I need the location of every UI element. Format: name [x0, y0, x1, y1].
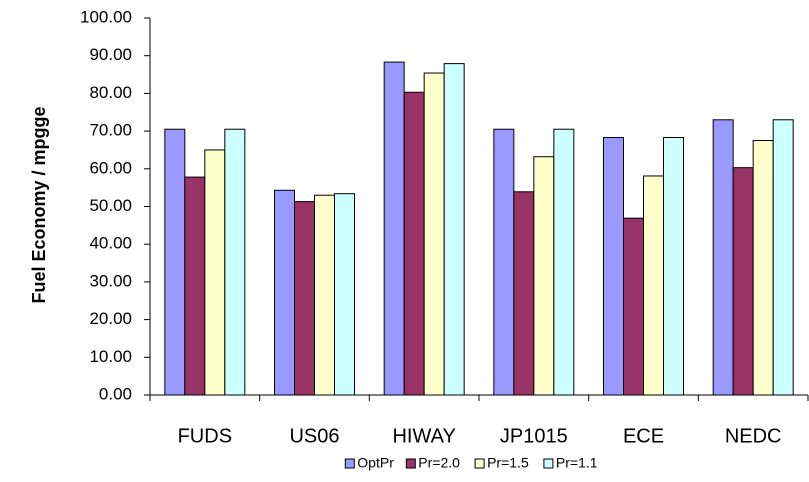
bar [712, 119, 734, 396]
bar [623, 217, 644, 396]
bar [603, 137, 624, 396]
x-tick-label: NEDC [725, 425, 782, 447]
legend-swatch [543, 458, 554, 469]
bar [403, 91, 425, 396]
legend-swatch [474, 458, 485, 469]
legend-label: Pr=1.5 [487, 455, 529, 471]
x-tick-label: HIWAY [392, 425, 455, 447]
bar [643, 175, 664, 396]
y-tick-label: 90.00 [89, 45, 132, 64]
bar [513, 191, 535, 396]
legend-label: OptPr [357, 455, 394, 471]
bar [423, 72, 445, 396]
y-tick-label: 70.00 [89, 121, 132, 140]
bar [274, 189, 295, 396]
y-tick-label: 30.00 [89, 271, 132, 290]
bar [732, 167, 754, 396]
legend-label: Pr=1.1 [556, 455, 598, 471]
bar [294, 201, 315, 396]
bar [443, 63, 465, 396]
y-axis-title: Fuel Economy / mpgge [29, 106, 49, 303]
y-tick-label: 60.00 [89, 158, 132, 177]
bar [772, 119, 794, 396]
y-tick-label: 50.00 [89, 196, 132, 215]
bar [204, 149, 226, 396]
bar [663, 137, 684, 396]
bar [533, 156, 555, 396]
x-tick-label: FUDS [178, 425, 232, 447]
bar [334, 193, 355, 396]
x-tick-label: JP1015 [500, 425, 568, 447]
y-tick-label: 40.00 [89, 234, 132, 253]
bar [752, 140, 774, 396]
y-tick-label: 10.00 [89, 347, 132, 366]
y-tick-label: 0.00 [99, 384, 132, 403]
y-tick-label: 100.00 [80, 7, 132, 26]
bar [184, 176, 206, 396]
legend-label: Pr=2.0 [418, 455, 460, 471]
x-tick-label: ECE [623, 425, 664, 447]
y-tick-label: 20.00 [89, 309, 132, 328]
legend-swatch [405, 458, 416, 469]
y-tick-label: 80.00 [89, 83, 132, 102]
bar [224, 128, 246, 396]
x-tick-label: US06 [289, 425, 339, 447]
bar [314, 194, 335, 396]
legend-swatch [344, 458, 355, 469]
bar [493, 128, 515, 396]
bar [553, 128, 575, 396]
bar [164, 128, 186, 396]
bar [383, 61, 405, 396]
